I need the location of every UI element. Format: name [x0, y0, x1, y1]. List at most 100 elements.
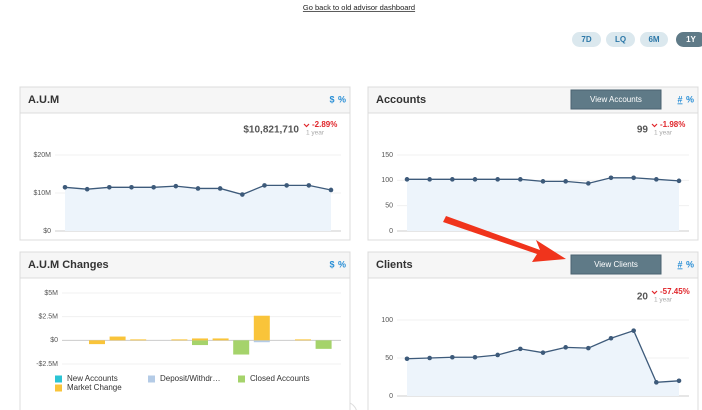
bar-segment	[315, 340, 332, 349]
point	[217, 186, 223, 191]
bar-segment	[212, 338, 229, 341]
unit-toggle[interactable]: $	[329, 259, 334, 269]
view-button-label[interactable]: View Clients	[594, 260, 638, 269]
point	[631, 175, 636, 181]
old-dashboard-link[interactable]: Go back to old advisor dashboard	[303, 3, 415, 12]
summary-value: $10,821,710	[243, 125, 299, 136]
panel-header	[20, 87, 350, 113]
point	[404, 356, 410, 362]
annotation-arrow	[443, 216, 566, 262]
point	[495, 352, 500, 358]
point	[540, 350, 546, 355]
summary-period: 1 year	[654, 130, 673, 137]
unit-toggle[interactable]: %	[338, 94, 346, 104]
unit-toggle[interactable]: %	[338, 259, 346, 269]
y-tick-label: $5M	[44, 290, 58, 297]
point	[151, 185, 156, 190]
down-chevron	[303, 123, 310, 128]
point	[495, 177, 500, 182]
bar-segment	[192, 338, 208, 341]
unit-toggle[interactable]: #	[677, 259, 682, 269]
point	[107, 185, 112, 190]
bar-segment	[130, 339, 147, 341]
summary-change: -2.89%	[312, 120, 337, 129]
point	[654, 380, 659, 385]
panel-title: Accounts	[376, 94, 426, 106]
y-tick-label: -$2.5M	[36, 361, 58, 368]
point	[62, 185, 68, 190]
point	[427, 177, 432, 182]
area	[65, 185, 331, 231]
summary-period: 1 year	[654, 297, 673, 304]
y-tick-label: $10M	[33, 190, 51, 197]
y-tick-label: 100	[381, 317, 393, 324]
range-label[interactable]: LQ	[615, 35, 626, 44]
bar-segment	[171, 339, 188, 341]
range-button[interactable]	[640, 32, 668, 47]
point	[586, 181, 591, 186]
y-tick-label: 0	[389, 228, 393, 235]
view-button-label[interactable]: View Accounts	[590, 95, 642, 104]
legend-label: Closed Accounts	[250, 374, 310, 383]
point	[328, 187, 334, 193]
point	[404, 177, 410, 182]
point	[306, 183, 312, 188]
range-button[interactable]	[572, 32, 601, 47]
unit-toggle[interactable]: %	[686, 94, 694, 104]
range-label[interactable]: 7D	[581, 35, 591, 44]
point	[608, 335, 614, 341]
point	[450, 177, 455, 182]
range-button[interactable]	[676, 32, 702, 47]
range-label[interactable]: 1Y	[686, 35, 696, 44]
point	[676, 178, 682, 184]
down-chevron	[651, 290, 658, 295]
point	[631, 328, 636, 333]
view-button[interactable]	[570, 89, 662, 110]
bar-segment	[89, 340, 105, 345]
panel-title: A.U.M	[28, 94, 59, 106]
summary-period: 1 year	[306, 130, 325, 137]
unit-toggle[interactable]: #	[677, 94, 682, 104]
bar-segment	[295, 339, 311, 341]
point	[427, 355, 432, 361]
point	[262, 183, 267, 188]
point	[173, 183, 179, 189]
area	[407, 330, 679, 396]
legend-label: Deposit/Withdr…	[160, 374, 220, 383]
point	[84, 186, 90, 192]
y-tick-label: $0	[43, 228, 51, 235]
point	[240, 192, 245, 197]
point	[654, 177, 659, 182]
y-tick-label: 50	[385, 355, 393, 362]
bar-segment	[109, 336, 126, 341]
point	[472, 177, 478, 182]
y-tick-label: $0	[50, 337, 58, 344]
y-tick-label: 50	[385, 203, 393, 210]
view-button[interactable]	[570, 254, 662, 275]
point	[586, 345, 591, 351]
y-tick-label: 150	[381, 152, 393, 159]
legend-swatch	[55, 384, 62, 392]
point	[472, 354, 478, 360]
legend-label: New Accounts	[67, 374, 118, 383]
point	[540, 179, 546, 184]
unit-toggle[interactable]: $	[329, 94, 334, 104]
range-label[interactable]: 6M	[648, 35, 659, 44]
bar-segment	[192, 340, 208, 346]
point	[563, 179, 568, 184]
point	[676, 378, 682, 384]
legend-swatch	[148, 375, 155, 383]
y-tick-label: 100	[381, 177, 393, 184]
summary-value: 20	[637, 292, 649, 303]
bar-segment	[253, 315, 270, 341]
down-chevron	[651, 123, 658, 128]
point	[608, 175, 614, 181]
point	[284, 183, 289, 188]
range-button[interactable]	[606, 32, 635, 47]
point	[518, 346, 523, 352]
unit-toggle[interactable]: %	[686, 259, 694, 269]
panel-title: A.U.M Changes	[28, 259, 109, 271]
bar-segment	[233, 340, 250, 355]
legend-swatch	[55, 375, 62, 383]
